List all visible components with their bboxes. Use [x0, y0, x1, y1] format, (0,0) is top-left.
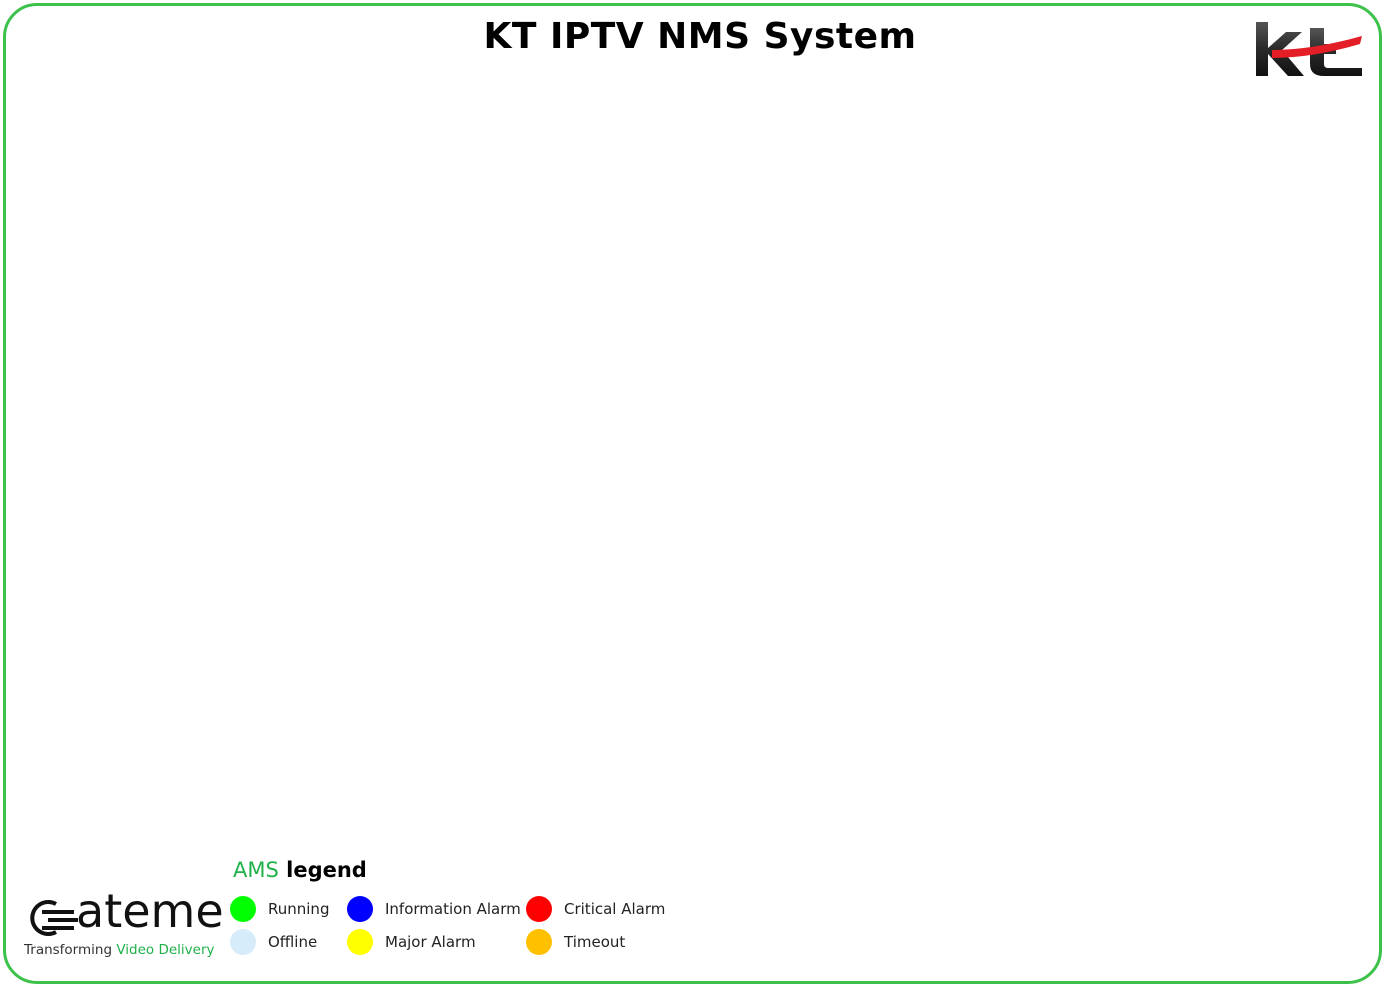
legend-item-running: Running [230, 895, 329, 923]
legend-item-timeout: Timeout [526, 928, 625, 956]
legend-item-major-alarm: Major Alarm [347, 928, 476, 956]
status-dot-icon [230, 929, 256, 955]
page-title: KT IPTV NMS System [483, 16, 917, 57]
status-dot-icon [347, 896, 373, 922]
ateme-tagline: Transforming Video Delivery [24, 942, 215, 958]
ateme-wordmark: ateme [76, 884, 224, 938]
legend-title: AMS legend [233, 858, 367, 882]
kt-logo [1256, 22, 1362, 76]
ateme-cloud-icon [30, 900, 78, 936]
status-dot-icon [526, 896, 552, 922]
legend-item-critical-alarm: Critical Alarm [526, 895, 665, 923]
ams-legend: AMS legend Running Offline Information A… [228, 858, 688, 968]
legend-item-offline: Offline [230, 928, 317, 956]
status-dot-icon [526, 929, 552, 955]
legend-item-information-alarm: Information Alarm [347, 895, 521, 923]
main-frame [3, 3, 1382, 984]
ateme-logo: ateme Transforming Video Delivery [22, 884, 224, 962]
status-dot-icon [347, 929, 373, 955]
status-dot-icon [230, 896, 256, 922]
